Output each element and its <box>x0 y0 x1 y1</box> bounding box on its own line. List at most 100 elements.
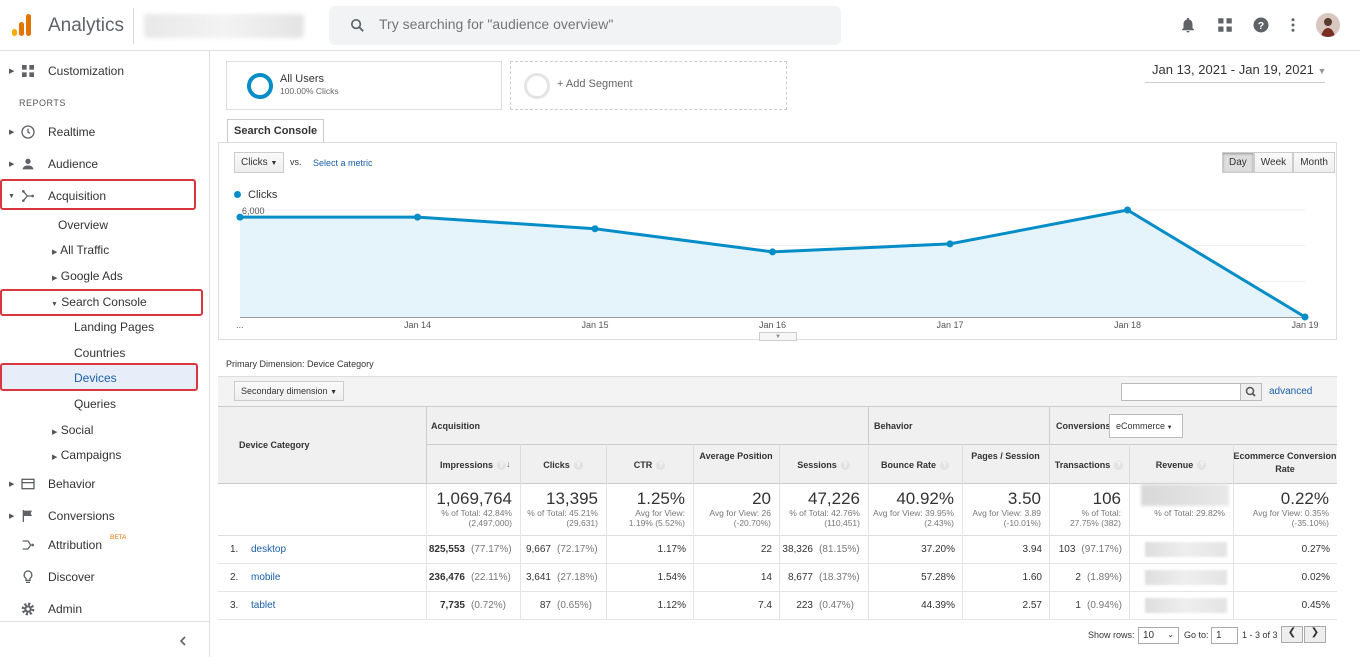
chevron-left-icon: ❮ <box>1287 627 1297 638</box>
column-header-sessions[interactable]: Sessions? <box>779 459 868 472</box>
tab-search-console[interactable]: Search Console <box>227 119 325 142</box>
sidebar-subitem-overview[interactable]: Overview <box>58 218 109 232</box>
sidebar-subitem-social[interactable]: ▶ Social <box>52 423 93 437</box>
data-point <box>946 240 954 248</box>
cell-main-value: 38,326 <box>782 544 813 555</box>
segment-title: All Users <box>280 73 325 85</box>
dimension-header[interactable]: Device Category <box>239 440 310 450</box>
device-link-mobile[interactable]: mobile <box>251 572 281 583</box>
expand-arrow-icon: ▶ <box>52 249 58 256</box>
prev-page-button[interactable]: ❮ <box>1281 626 1303 643</box>
device-link-desktop[interactable]: desktop <box>251 544 287 555</box>
sidebar-item-attribution[interactable]: Attribution BETA <box>0 534 210 553</box>
expand-arrow-icon: ▶ <box>52 454 58 461</box>
sidebar-subitem-devices[interactable]: Devices <box>74 371 117 385</box>
help-icon[interactable]: ? <box>1252 16 1270 34</box>
account-selector[interactable] <box>133 8 315 44</box>
chart-resize-handle[interactable]: ▼ <box>759 332 797 341</box>
rows-per-page-select[interactable]: 10 ⌄ <box>1138 627 1179 644</box>
help-icon[interactable]: ? <box>656 461 666 471</box>
search-input[interactable] <box>379 16 819 32</box>
add-segment-button[interactable]: + Add Segment <box>510 61 787 110</box>
sidebar-subitem-campaigns[interactable]: ▶ Campaigns <box>52 448 121 462</box>
sidebar-subitem-all-traffic[interactable]: ▶ All Traffic <box>52 243 109 257</box>
help-icon[interactable]: ? <box>840 461 850 471</box>
column-header-average-position[interactable]: Average Position <box>699 451 773 461</box>
apps-grid-icon[interactable] <box>1216 16 1234 34</box>
sidebar-item-conversions[interactable]: ▶ Conversions <box>0 508 210 524</box>
week-button[interactable]: Week <box>1253 152 1294 173</box>
primary-dimension: Primary Dimension: Device Category <box>226 359 374 369</box>
sidebar-subitem-search-console[interactable]: ▼ Search Console <box>51 295 147 309</box>
data-point <box>1124 206 1131 214</box>
help-icon[interactable]: ? <box>1197 461 1207 471</box>
column-divider <box>1049 444 1050 484</box>
sidebar-item-discover[interactable]: Discover <box>0 569 210 585</box>
secondary-dimension-dropdown[interactable]: Secondary dimension ▼ <box>234 381 345 401</box>
cell-percent: (72.17%) <box>557 544 598 555</box>
next-page-button[interactable]: ❯ <box>1304 626 1326 643</box>
reports-header: REPORTS <box>19 98 66 108</box>
month-button[interactable]: Month <box>1293 152 1335 173</box>
column-divider <box>606 444 607 484</box>
add-segment-label: + Add Segment <box>557 78 633 90</box>
table-search-button[interactable] <box>1240 383 1262 401</box>
sidebar-item-customization[interactable]: ▶ Customization <box>0 63 210 79</box>
segment-all-users[interactable]: All Users 100.00% Clicks <box>226 61 502 110</box>
day-button[interactable]: Day <box>1222 152 1254 173</box>
metric-dropdown[interactable]: Clicks ▼ <box>234 152 285 173</box>
select-metric-link[interactable]: Select a metric <box>313 158 373 168</box>
sidebar-subitem-label: Social <box>60 423 94 437</box>
column-header-transactions[interactable]: Transactions? <box>1049 459 1129 472</box>
sidebar-item-admin[interactable]: Admin <box>0 601 210 617</box>
advanced-filter-link[interactable]: advanced <box>1269 386 1313 397</box>
device-link-tablet[interactable]: tablet <box>251 600 276 611</box>
help-icon[interactable]: ? <box>497 461 507 471</box>
sort-desc-icon[interactable]: ↓ <box>506 459 511 469</box>
sidebar-item-behavior[interactable]: ▶ Behavior <box>0 476 210 492</box>
help-icon[interactable]: ? <box>573 461 583 471</box>
sidebar-subitem-countries[interactable]: Countries <box>74 346 126 360</box>
column-header-revenue[interactable]: Revenue? <box>1129 459 1233 472</box>
cell-value: 0.02% <box>1233 572 1330 583</box>
column-header-bounce-rate[interactable]: Bounce Rate? <box>868 459 962 472</box>
sidebar-item-audience[interactable]: ▶ Audience <box>0 156 210 172</box>
sidebar-item-acquisition[interactable]: ▼ Acquisition <box>0 188 210 204</box>
customization-icon <box>22 65 34 77</box>
column-header-ctr[interactable]: CTR? <box>606 459 693 472</box>
goto-input[interactable]: 1 <box>1211 627 1238 644</box>
search-box[interactable] <box>329 6 841 45</box>
x-tick-label: Jan 15 <box>581 320 608 330</box>
more-vert-icon[interactable] <box>1284 16 1302 34</box>
column-header-ecommerce-conversion-rate[interactable]: Ecommerce Conversion Rate <box>1233 451 1337 474</box>
cell-value: 1.12% <box>606 600 686 611</box>
column-header-impressions[interactable]: Impressions? <box>426 459 520 472</box>
column-divider <box>779 484 780 620</box>
total-subtext: Avg for View: 0.35% (-35.10%) <box>1252 508 1329 528</box>
column-divider <box>426 406 427 484</box>
column-header-pages-session[interactable]: Pages / Session <box>971 451 1040 461</box>
sidebar-item-realtime[interactable]: ▶ Realtime <box>0 124 210 140</box>
total-value: 1.25% <box>636 489 685 508</box>
primary-dimension-value[interactable]: Device Category <box>307 359 374 369</box>
help-icon[interactable]: ? <box>940 461 949 471</box>
notifications-bell-icon[interactable] <box>1179 16 1197 34</box>
column-header-clicks[interactable]: Clicks? <box>520 459 606 472</box>
column-divider <box>426 484 427 620</box>
help-icon[interactable]: ? <box>1114 461 1124 471</box>
date-range-picker[interactable]: Jan 13, 2021 - Jan 19, 2021 ▼ <box>1152 62 1326 77</box>
table-filter-input[interactable] <box>1121 383 1241 401</box>
total-value: 47,226 <box>808 489 860 508</box>
collapse-sidebar-icon[interactable] <box>177 635 189 647</box>
app-title[interactable]: Analytics <box>48 15 125 36</box>
sidebar-subitem-google-ads[interactable]: ▶ Google Ads <box>52 269 123 283</box>
area-fill <box>240 210 1305 317</box>
analytics-logo-icon[interactable] <box>12 14 34 36</box>
cell-value: 38,326 (81.15%) <box>779 544 861 555</box>
sidebar-subitem-landing-pages[interactable]: Landing Pages <box>74 320 155 334</box>
ecommerce-dropdown[interactable]: eCommerce ▼ <box>1109 414 1183 438</box>
user-avatar[interactable] <box>1316 13 1340 37</box>
sidebar-subitem-label: Search Console <box>61 295 147 309</box>
expand-arrow-icon: ▶ <box>52 275 58 282</box>
sidebar-subitem-queries[interactable]: Queries <box>74 397 117 411</box>
